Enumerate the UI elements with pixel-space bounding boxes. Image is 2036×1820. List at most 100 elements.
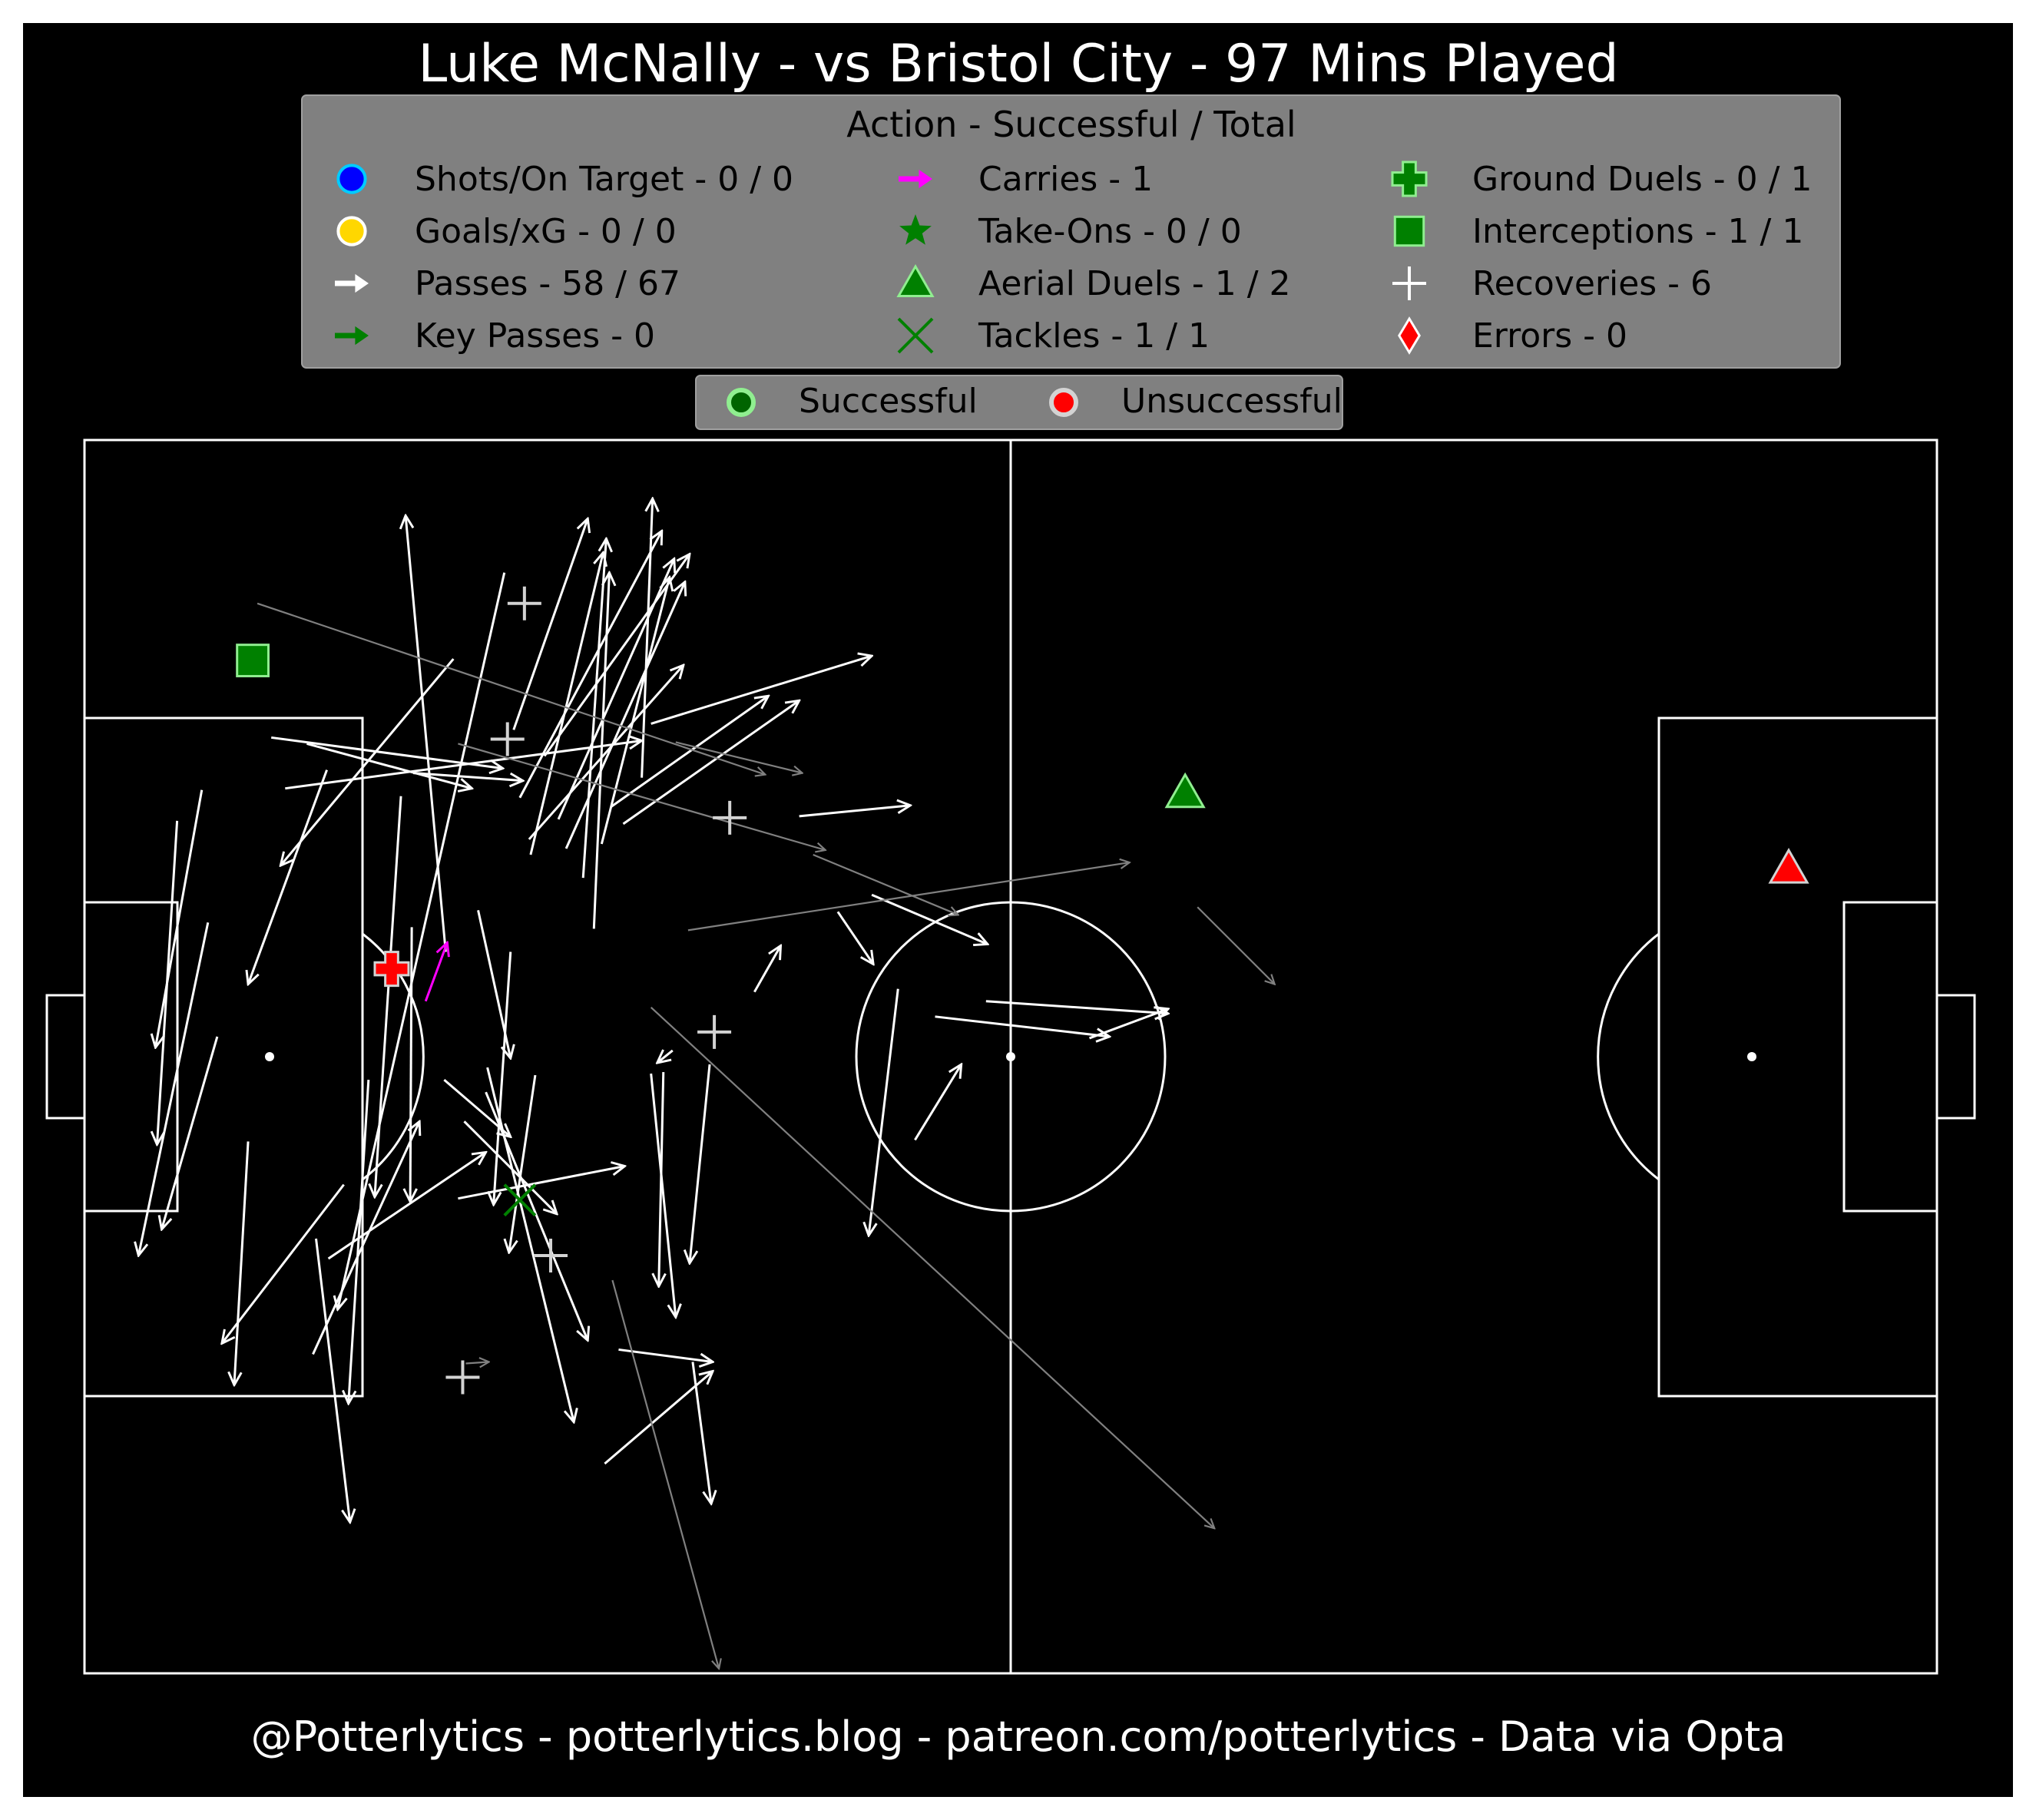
successful-pass-arrow [306, 743, 472, 788]
chart-title: Luke McNally - vs Bristol City - 97 Mins… [418, 34, 1618, 94]
legend-item-label: Errors - 0 [1472, 316, 1627, 356]
legend-item: Take-Ons - 0 / 0 [899, 212, 1242, 251]
circle-legend-icon [336, 164, 367, 194]
successful-pass-arrow [509, 1074, 537, 1252]
successful-pass-arrow [650, 1073, 676, 1317]
legend-item-label: Tackles - 1 / 1 [978, 316, 1210, 356]
aerial-duel-marker [1164, 772, 1206, 809]
successful-pass-arrow [234, 1141, 250, 1385]
legend-item: Shots/On Target - 0 / 0 [336, 160, 793, 199]
legend-item: Interceptions - 1 / 1 [1393, 212, 1803, 251]
unsuccessful-pass-arrow [458, 743, 825, 850]
successful-pass-arrow [529, 553, 603, 855]
successful-pass-arrow [869, 988, 899, 1236]
successful-pass-arrow [592, 573, 609, 929]
right-six-yard-box [1842, 901, 1938, 1213]
legend-item-label: Key Passes - 0 [415, 316, 655, 356]
recovery-marker [713, 800, 747, 835]
unsuccessful-pass-arrow [257, 602, 765, 775]
unsuccessful-pass-arrow [465, 1362, 488, 1363]
successful-pass-arrow [327, 1152, 486, 1260]
legend-item: Carries - 1 [899, 160, 1153, 199]
recovery-marker [490, 722, 525, 756]
successful-pass-arrow [485, 1091, 588, 1340]
legend-item-label: Shots/On Target - 0 / 0 [415, 160, 793, 199]
successful-pass-arrow [285, 740, 641, 790]
legend-item: Recoveries - 6 [1392, 264, 1712, 303]
legend-item: Tackles - 1 / 1 [897, 316, 1210, 356]
legend-items: Shots/On Target - 0 / 0 Goals/xG - 0 / 0 P… [335, 160, 1812, 356]
successful-pass-arrow [486, 1067, 574, 1422]
successful-pass-arrow [604, 1372, 713, 1465]
successful-pass-arrow [564, 582, 685, 849]
successful-pass-arrow [557, 559, 674, 820]
action-legend-box [301, 94, 1841, 369]
successful-pass-arrow [753, 945, 780, 993]
diamond-legend-icon [1398, 316, 1421, 355]
successful-pass-arrow [914, 1064, 961, 1141]
successful-pass-arrow [138, 922, 210, 1256]
unsuccessful-pass-arrow [675, 741, 803, 773]
legend-item: Goals/xG - 0 / 0 [336, 212, 677, 251]
successful-label: Successful [799, 382, 978, 421]
successful-pass-arrow [280, 658, 455, 865]
left-penalty-area [83, 716, 364, 1398]
legend-item-label: Aerial Duels - 1 / 2 [978, 264, 1291, 303]
arrow-legend-icon [335, 273, 369, 293]
arrow-legend-icon [335, 326, 369, 346]
outcome-legend: Successful Unsuccessful [695, 375, 1343, 430]
successful-pass-arrow [338, 572, 506, 1310]
legend-item-label: Ground Duels - 0 / 1 [1472, 160, 1812, 199]
successful-pass-arrow [691, 1362, 711, 1504]
left-goal [45, 994, 86, 1120]
legend-item-label: Passes - 58 / 67 [415, 264, 680, 303]
centre-spot [1006, 1052, 1015, 1061]
legend-item: Errors - 0 [1398, 316, 1627, 356]
successful-pass-arrow [157, 820, 179, 1145]
successful-pass-arrow [690, 1064, 711, 1263]
right-penalty-spot [1747, 1052, 1756, 1061]
unsuccessful-pass-arrow [650, 1006, 1215, 1529]
successful-pass-arrow [641, 498, 653, 778]
action-legend: Action - Successful / Total Shots/On Tar… [301, 94, 1841, 369]
star-legend-icon [899, 214, 932, 245]
centre-circle [855, 901, 1167, 1213]
successful-pass-arrow [413, 772, 523, 781]
unsuccessful-pass-arrow [1197, 906, 1275, 984]
unsuccessful-pass-arrow [611, 1279, 719, 1669]
successful-pass-arrow [871, 893, 988, 944]
unsuccessful-marker-icon [1049, 388, 1078, 417]
right-penalty-area [1657, 716, 1938, 1398]
successful-pass-arrow [271, 736, 503, 768]
recovery-marker [445, 1360, 480, 1395]
successful-pass-arrow [610, 696, 768, 809]
successful-pass-arrow [248, 769, 328, 984]
successful-pass-arrow [222, 1183, 345, 1344]
successful-pass-arrow [162, 1036, 219, 1229]
successful-pass-arrow [935, 1015, 1110, 1037]
plus-thin-legend-icon [1392, 266, 1426, 300]
successful-pass-arrow [349, 1080, 370, 1404]
recovery-marker [697, 1014, 732, 1049]
recovery-marker [534, 1238, 568, 1272]
legend-item: Ground Duels - 0 / 1 [1391, 160, 1812, 199]
triangle-legend-icon [896, 263, 935, 297]
successful-pass-arrow [1088, 1009, 1169, 1040]
successful-marker-icon [727, 388, 756, 417]
successful-pass-arrow [410, 927, 412, 1201]
legend-item-label: Carries - 1 [978, 160, 1153, 199]
left-penalty-spot [265, 1052, 274, 1061]
outcome-legend-box [695, 375, 1343, 430]
successful-pass-arrow [657, 1051, 674, 1063]
successful-pass-arrow [836, 911, 873, 964]
legend-item-label: Take-Ons - 0 / 0 [978, 212, 1242, 251]
tackle-marker [503, 1183, 537, 1217]
pitch [45, 438, 1976, 1675]
successful-pass-arrow [799, 806, 911, 818]
successful-pass-arrow [494, 951, 512, 1204]
legend-item-label: Interceptions - 1 / 1 [1472, 212, 1803, 251]
circle-legend-icon [336, 216, 367, 247]
legend-item: Passes - 58 / 67 [335, 264, 680, 303]
recovery-marker [507, 586, 541, 620]
events-layer [236, 586, 1809, 1395]
